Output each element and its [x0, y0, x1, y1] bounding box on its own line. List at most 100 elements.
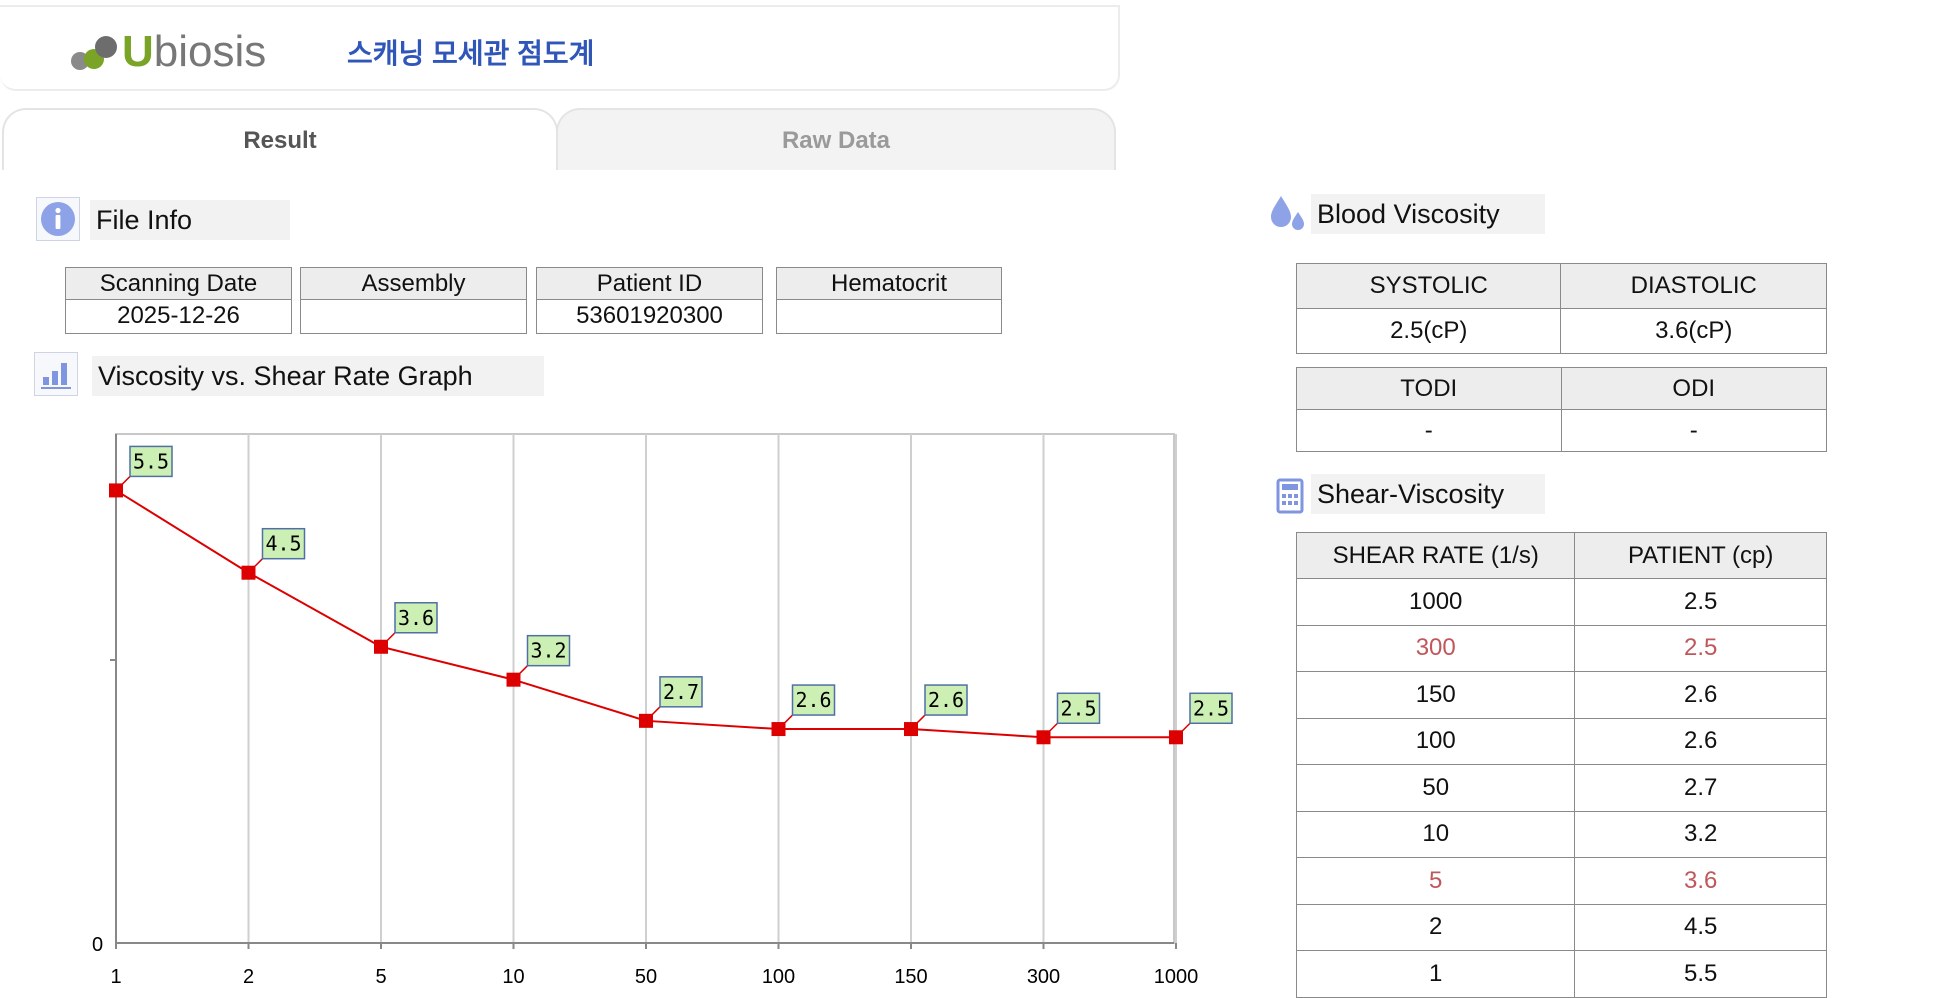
tab-result[interactable]: Result [2, 108, 558, 170]
data-label-box [924, 684, 968, 716]
x-tick-label: 10 [502, 966, 524, 988]
table-row: 1000 2.5 [1295, 578, 1827, 626]
calculator-icon-glyph [1276, 478, 1304, 514]
data-label: 3.6 [398, 606, 434, 630]
patient-value-cell: 2.7 [1574, 764, 1827, 812]
table-row: 150 2.6 [1295, 671, 1827, 719]
shear-rate-cell: 1000 [1295, 578, 1576, 626]
data-label-box [1056, 692, 1101, 725]
data-label-leader [910, 714, 926, 730]
shear-rate-cell: 50 [1295, 764, 1576, 812]
diastolic-header: DIASTOLIC [1560, 263, 1827, 309]
data-label-leader [380, 632, 396, 648]
shear-rate-header: SHEAR RATE (1/s) [1295, 532, 1576, 579]
data-label-box [261, 527, 306, 560]
file-info-value: 53601920300 [536, 300, 763, 334]
data-label: 2.7 [663, 680, 699, 704]
data-label: 4.5 [265, 532, 301, 556]
todi-odi-table: TODI ODI - - [1296, 367, 1828, 452]
patient-value-cell: 5.5 [1574, 950, 1827, 998]
file-info-header: Hematocrit [776, 267, 1002, 300]
data-label: 2.6 [928, 688, 964, 712]
y-tick-label-0: 0 [92, 934, 103, 956]
shear-rate-cell: 150 [1295, 671, 1576, 719]
data-label-box [526, 634, 571, 667]
shear-viscosity-title: Shear-Viscosity [1311, 474, 1545, 514]
file-info-title: File Info [90, 200, 290, 240]
data-label: 2.5 [1193, 696, 1229, 720]
patient-value-cell: 3.2 [1574, 810, 1827, 858]
graph-title: Viscosity vs. Shear Rate Graph [92, 356, 544, 396]
calculator-icon [1268, 474, 1312, 518]
table-row: 1 5.5 [1295, 950, 1827, 998]
logo-text: Ubiosis [122, 27, 267, 76]
file-info-header: Assembly [300, 267, 527, 300]
info-icon [36, 197, 80, 241]
data-label-leader [777, 714, 794, 730]
file-info-header: Patient ID [536, 267, 763, 300]
table-row: 5 3.6 [1295, 857, 1827, 905]
viscosity-shear-chart: 0 1 2 5 10 50 100 150 300 1000 5.5 4.5 3.6 3.2 2.7 2.… [92, 433, 1233, 988]
data-label-leader [247, 558, 264, 574]
patient-value-cell: 2.5 [1574, 624, 1827, 672]
todi-header: TODI [1296, 367, 1562, 410]
patient-value-cell: 2.5 [1574, 578, 1827, 626]
data-label-box [394, 602, 438, 634]
x-tick-label: 2 [243, 966, 254, 988]
table-row: 2 4.5 [1295, 903, 1827, 951]
x-tick-label: 100 [762, 966, 795, 988]
file-info-header: Scanning Date [65, 267, 292, 300]
x-tick-label: 1 [110, 966, 121, 988]
patient-value-cell: 2.6 [1574, 717, 1827, 765]
blood-drop-icon [1266, 190, 1310, 234]
table-row: 50 2.7 [1295, 764, 1827, 812]
data-label-box [791, 684, 836, 716]
shear-rate-cell: 100 [1295, 717, 1576, 765]
shear-viscosity-table: SHEAR RATE (1/s) PATIENT (cp) 1000 2.5 300… [1295, 532, 1827, 998]
shear-rate-cell: 2 [1295, 903, 1576, 951]
data-labels: 5.5 4.5 3.6 3.2 2.7 2.6 2.6 2.5 2.5 [115, 445, 1233, 738]
data-label-box [129, 445, 173, 478]
info-icon-glyph [41, 202, 75, 236]
data-label: 5.5 [133, 449, 169, 473]
patient-value-cell: 4.5 [1574, 903, 1827, 951]
data-label: 3.2 [530, 639, 566, 663]
shear-rate-cell: 5 [1295, 857, 1576, 905]
data-label: 2.6 [795, 688, 831, 712]
systolic-value: 2.5(cP) [1295, 308, 1562, 354]
x-tick-label: 150 [894, 966, 927, 988]
systolic-header: SYSTOLIC [1295, 263, 1562, 309]
data-label-leader [1175, 722, 1191, 738]
bar-chart-icon [34, 352, 78, 396]
odi-header: ODI [1560, 367, 1828, 410]
blood-drop-icon-glyph [1271, 196, 1304, 230]
app-header: Ubiosis 스캐닝 모세관 점도계 [0, 5, 1120, 91]
x-tick-label: 1000 [1154, 966, 1199, 988]
blood-viscosity-title: Blood Viscosity [1311, 194, 1545, 234]
diastolic-value: 3.6(cP) [1560, 308, 1827, 354]
tab-raw-data[interactable]: Raw Data [556, 108, 1116, 170]
patient-value-cell: 3.6 [1574, 857, 1827, 905]
patient-value-cell: 2.6 [1574, 671, 1827, 719]
blood-viscosity-table: SYSTOLIC DIASTOLIC 2.5(cP) 3.6(cP) [1295, 263, 1827, 354]
data-label-leader [1042, 722, 1059, 738]
file-info-value: 2025-12-26 [65, 300, 292, 334]
file-info-value [300, 300, 527, 334]
table-row: 10 3.2 [1295, 810, 1827, 858]
data-label-leader [115, 475, 131, 491]
data-label-leader [645, 706, 661, 722]
patient-header: PATIENT (cp) [1574, 532, 1827, 579]
data-label-box [659, 676, 703, 708]
data-label-leader [512, 665, 529, 681]
bar-chart-icon-glyph [41, 363, 71, 389]
app-title: 스캐닝 모세관 점도계 [347, 38, 595, 69]
odi-value: - [1560, 409, 1828, 452]
x-tick-label: 5 [375, 966, 386, 988]
shear-rate-cell: 1 [1295, 950, 1576, 998]
file-info-value [776, 300, 1002, 334]
x-tick-labels: 1 2 5 10 50 100 150 300 1000 [110, 966, 1198, 988]
logo-text-rest: biosis [153, 27, 267, 76]
x-tick-label: 300 [1027, 966, 1060, 988]
table-row: 300 2.5 [1295, 624, 1827, 672]
shear-rate-cell: 10 [1295, 810, 1576, 858]
